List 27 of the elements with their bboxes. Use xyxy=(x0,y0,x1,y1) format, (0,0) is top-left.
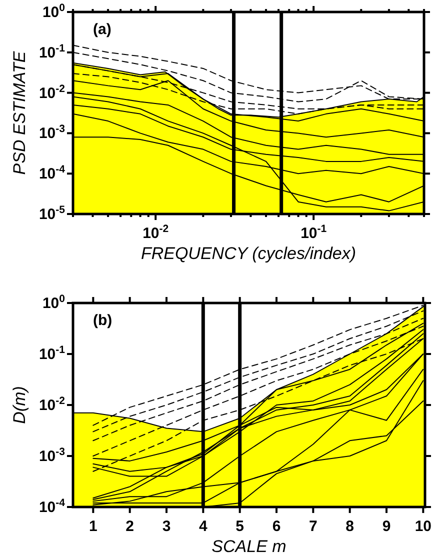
x-tick-label: 6 xyxy=(272,518,281,535)
x-tick-label: 8 xyxy=(346,518,354,535)
annotation: (b) xyxy=(93,312,112,329)
x-tick-label: 7 xyxy=(308,518,318,535)
x-tick-label: 3 xyxy=(162,518,171,535)
y-tick-label: 10$^{-2}$ xyxy=(38,82,66,102)
y-tick-label: 10$^{-5}$ xyxy=(38,204,66,223)
y-axis-title: PSD ESTIMATE xyxy=(10,50,29,175)
y-tick-label: 10$^{-1}$ xyxy=(38,344,66,363)
y-tick-label: 10$^{-4}$ xyxy=(38,497,66,516)
annotation: (a) xyxy=(93,21,112,38)
x-tick-label: 2 xyxy=(126,518,134,535)
x-axis-title: FREQUENCY (cycles/index) xyxy=(140,244,356,263)
y-axis-title: D(m) xyxy=(10,386,29,424)
x-axis-title: SCALE m xyxy=(212,537,286,556)
y-tick-label: 10$^{-2}$ xyxy=(38,395,66,414)
y-tick-label: 10$^{-1}$ xyxy=(38,42,66,62)
y-tick-label: 10$^{-3}$ xyxy=(38,123,66,142)
x-tick-label: 1 xyxy=(88,518,98,535)
x-tick-label: 9 xyxy=(382,518,391,535)
y-tick-label: 10$^{0}$ xyxy=(42,2,66,21)
y-tick-label: 10$^{0}$ xyxy=(42,293,66,312)
y-tick-label: 10$^{-3}$ xyxy=(38,446,66,465)
y-tick-label: 10$^{-4}$ xyxy=(38,164,66,183)
x-tick-label: 5 xyxy=(236,518,244,535)
x-tick-label: 10 xyxy=(414,518,432,535)
x-tick-label: 4 xyxy=(198,518,208,535)
